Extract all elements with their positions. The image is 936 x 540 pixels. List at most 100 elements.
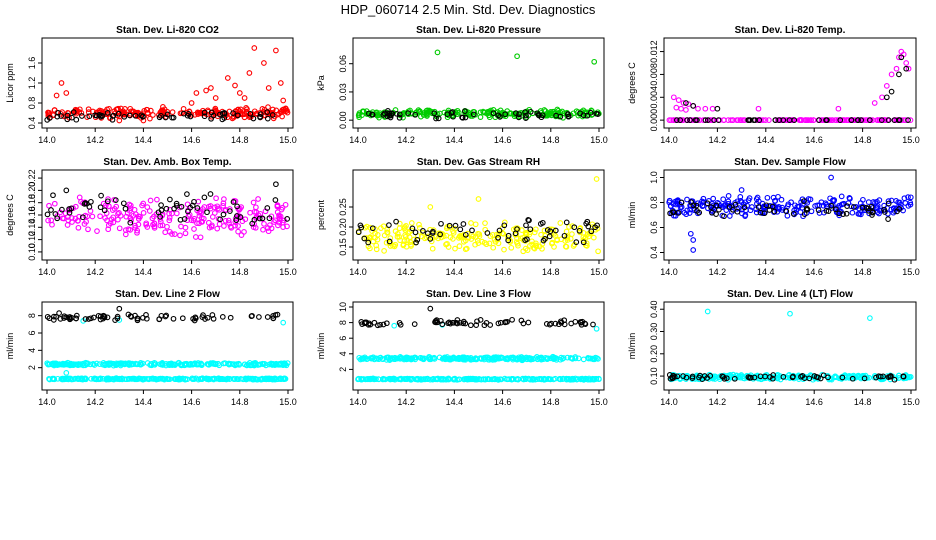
- y-tick-label: 0.16: [27, 206, 37, 224]
- data-point: [753, 209, 760, 216]
- data-point-outlier: [593, 176, 600, 182]
- data-point: [518, 317, 525, 324]
- data-point: [810, 117, 817, 123]
- data-point: [132, 112, 139, 119]
- y-tick-label: 0.03: [338, 83, 348, 101]
- data-point: [591, 376, 597, 383]
- y-tick-label: 0.8: [649, 196, 659, 209]
- data-point: [177, 232, 183, 239]
- data-point: [380, 112, 387, 118]
- data-point-outlier: [903, 65, 910, 72]
- data-point-outlier: [675, 97, 682, 103]
- data-point: [468, 220, 474, 226]
- data-point-outlier: [224, 75, 231, 81]
- data-point: [126, 112, 133, 119]
- data-point-outlier: [787, 310, 793, 317]
- data-point: [702, 117, 709, 123]
- data-point-outlier: [673, 104, 680, 111]
- data-point: [594, 222, 600, 229]
- data-point: [502, 356, 509, 362]
- data-point: [61, 362, 67, 368]
- data-point: [869, 212, 875, 218]
- data-point: [143, 312, 149, 318]
- data-point: [59, 215, 66, 222]
- data-point: [163, 205, 170, 212]
- y-tick-label: 2: [27, 365, 37, 370]
- data-point: [452, 222, 459, 229]
- data-point: [122, 205, 129, 212]
- plot-frame: [663, 169, 917, 261]
- data-point: [755, 204, 762, 210]
- data-point: [771, 208, 778, 215]
- data-point: [210, 361, 217, 367]
- data-point: [84, 361, 91, 367]
- data-point: [366, 376, 373, 382]
- data-point: [128, 217, 135, 224]
- data-point: [515, 242, 521, 249]
- data-point: [502, 111, 509, 118]
- plot-frame: [352, 37, 605, 129]
- data-point: [832, 206, 839, 213]
- data-point: [564, 233, 571, 240]
- data-point: [580, 239, 587, 246]
- data-point: [216, 362, 223, 369]
- data-point-outlier: [246, 70, 253, 76]
- data-point: [201, 194, 208, 201]
- data-point-outlier: [738, 187, 745, 193]
- data-point: [159, 375, 166, 382]
- data-point: [789, 117, 796, 123]
- data-point: [684, 117, 690, 123]
- data-point: [491, 376, 498, 382]
- data-point: [429, 245, 436, 252]
- data-point: [408, 243, 414, 249]
- data-point: [732, 201, 739, 208]
- data-point: [847, 195, 853, 202]
- data-point-outlier: [702, 105, 709, 112]
- data-point: [48, 217, 55, 224]
- data-point: [377, 321, 383, 328]
- data-point: [807, 117, 814, 123]
- data-point: [782, 374, 789, 380]
- data-point-outlier: [212, 95, 219, 101]
- data-point: [561, 321, 568, 328]
- data-point: [101, 207, 108, 214]
- data-point: [680, 117, 687, 123]
- data-point: [420, 228, 426, 234]
- data-point: [201, 109, 208, 116]
- data-point: [864, 375, 870, 381]
- data-point: [271, 375, 277, 382]
- data-point: [411, 321, 418, 327]
- data-point: [723, 207, 730, 213]
- data-point: [146, 208, 153, 214]
- data-point: [900, 373, 907, 380]
- data-point: [444, 355, 450, 362]
- data-point: [79, 113, 85, 119]
- data-point: [818, 199, 825, 206]
- data-point: [212, 105, 219, 112]
- data-point: [67, 314, 73, 320]
- data-point: [519, 356, 525, 363]
- data-point-outlier: [434, 49, 441, 56]
- data-point: [69, 114, 75, 121]
- data-point: [147, 197, 154, 204]
- data-point: [361, 235, 368, 242]
- data-point: [481, 239, 488, 246]
- data-point: [384, 354, 391, 361]
- data-point: [559, 356, 566, 362]
- data-point: [175, 359, 182, 366]
- y-tick-label: 0.40: [649, 300, 659, 318]
- data-point: [570, 243, 577, 249]
- data-point: [70, 376, 76, 383]
- data-point: [790, 373, 796, 380]
- data-point: [666, 197, 673, 204]
- data-point: [798, 117, 805, 123]
- data-point: [173, 210, 180, 217]
- data-point: [159, 361, 166, 367]
- data-point: [512, 230, 519, 237]
- data-point: [135, 213, 142, 220]
- data-point: [778, 196, 785, 203]
- data-point: [725, 193, 732, 199]
- data-point: [726, 213, 733, 219]
- x-tick-label: 14.2: [397, 135, 415, 145]
- data-point: [230, 199, 237, 205]
